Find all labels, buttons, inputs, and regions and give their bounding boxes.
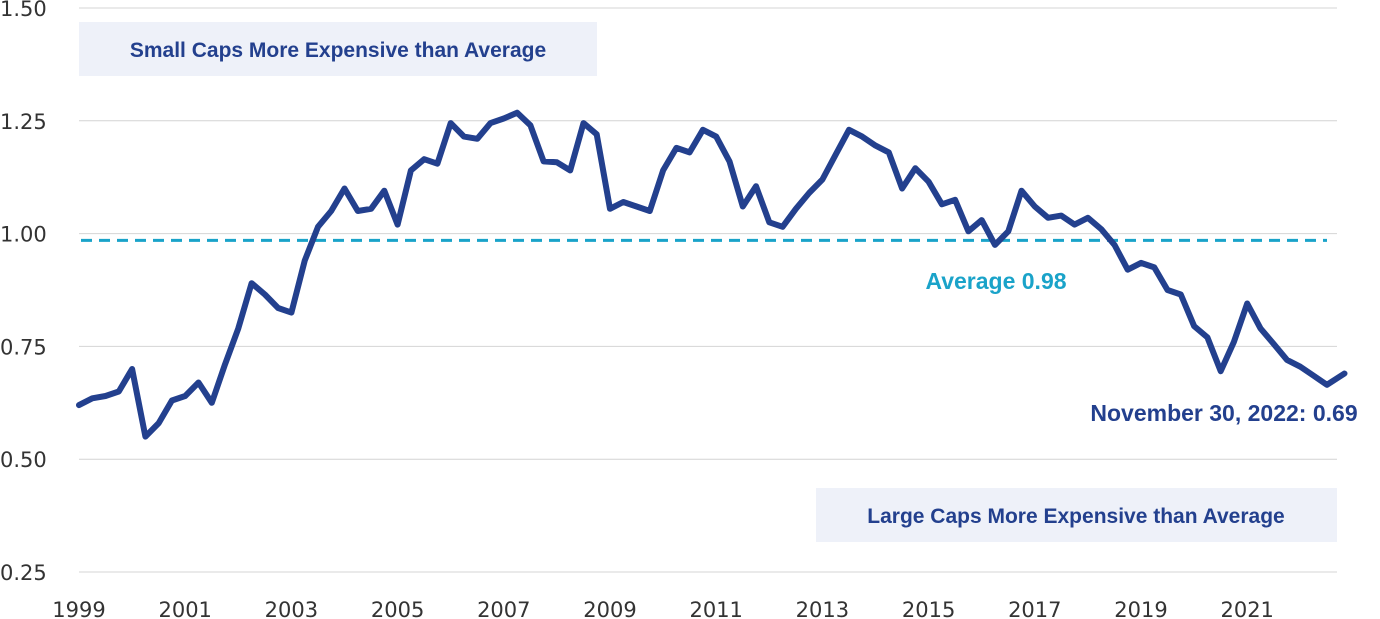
grid-lines [79,7,1337,573]
x-tick-label: 2011 [689,598,742,619]
series-line [76,109,1348,440]
x-tick-label: 2017 [1008,598,1061,619]
bottom-annotation-box: Large Caps More Expensive than Average [816,488,1337,542]
top-annotation-text: Small Caps More Expensive than Average [130,39,546,62]
y-tick-label: 0.75 [0,335,47,359]
x-tick-label: 2021 [1220,598,1273,619]
y-tick-label: 0.50 [0,448,47,472]
x-axis-tick-labels: 1999 2001 2003 2005 2007 2009 2011 2013 2015 2017… [52,598,1274,619]
x-tick-label: 2009 [583,598,636,619]
y-tick-label: 1.00 [0,223,47,247]
y-tick-label: 0.25 [0,561,47,585]
x-tick-label: 2003 [265,598,318,619]
x-tick-label: 2007 [477,598,530,619]
top-annotation-bg [79,22,597,76]
bottom-annotation-text: Large Caps More Expensive than Average [867,505,1284,528]
y-axis-tick-labels: 0.25 0.50 0.75 1.00 1.25 1.50 [0,0,47,585]
bottom-annotation-bg [816,488,1337,542]
x-tick-label: 2001 [158,598,211,619]
average-label: Average 0.98 [925,268,1066,294]
top-annotation-box: Small Caps More Expensive than Average [79,22,597,76]
x-tick-label: 1999 [52,598,105,619]
x-tick-label: 2013 [796,598,849,619]
y-tick-label: 1.25 [0,110,47,134]
x-tick-label: 2015 [902,598,955,619]
x-tick-label: 2005 [371,598,424,619]
x-tick-label: 2019 [1114,598,1167,619]
y-tick-label: 1.50 [0,0,47,21]
end-value-label: November 30, 2022: 0.69 [1090,400,1357,426]
